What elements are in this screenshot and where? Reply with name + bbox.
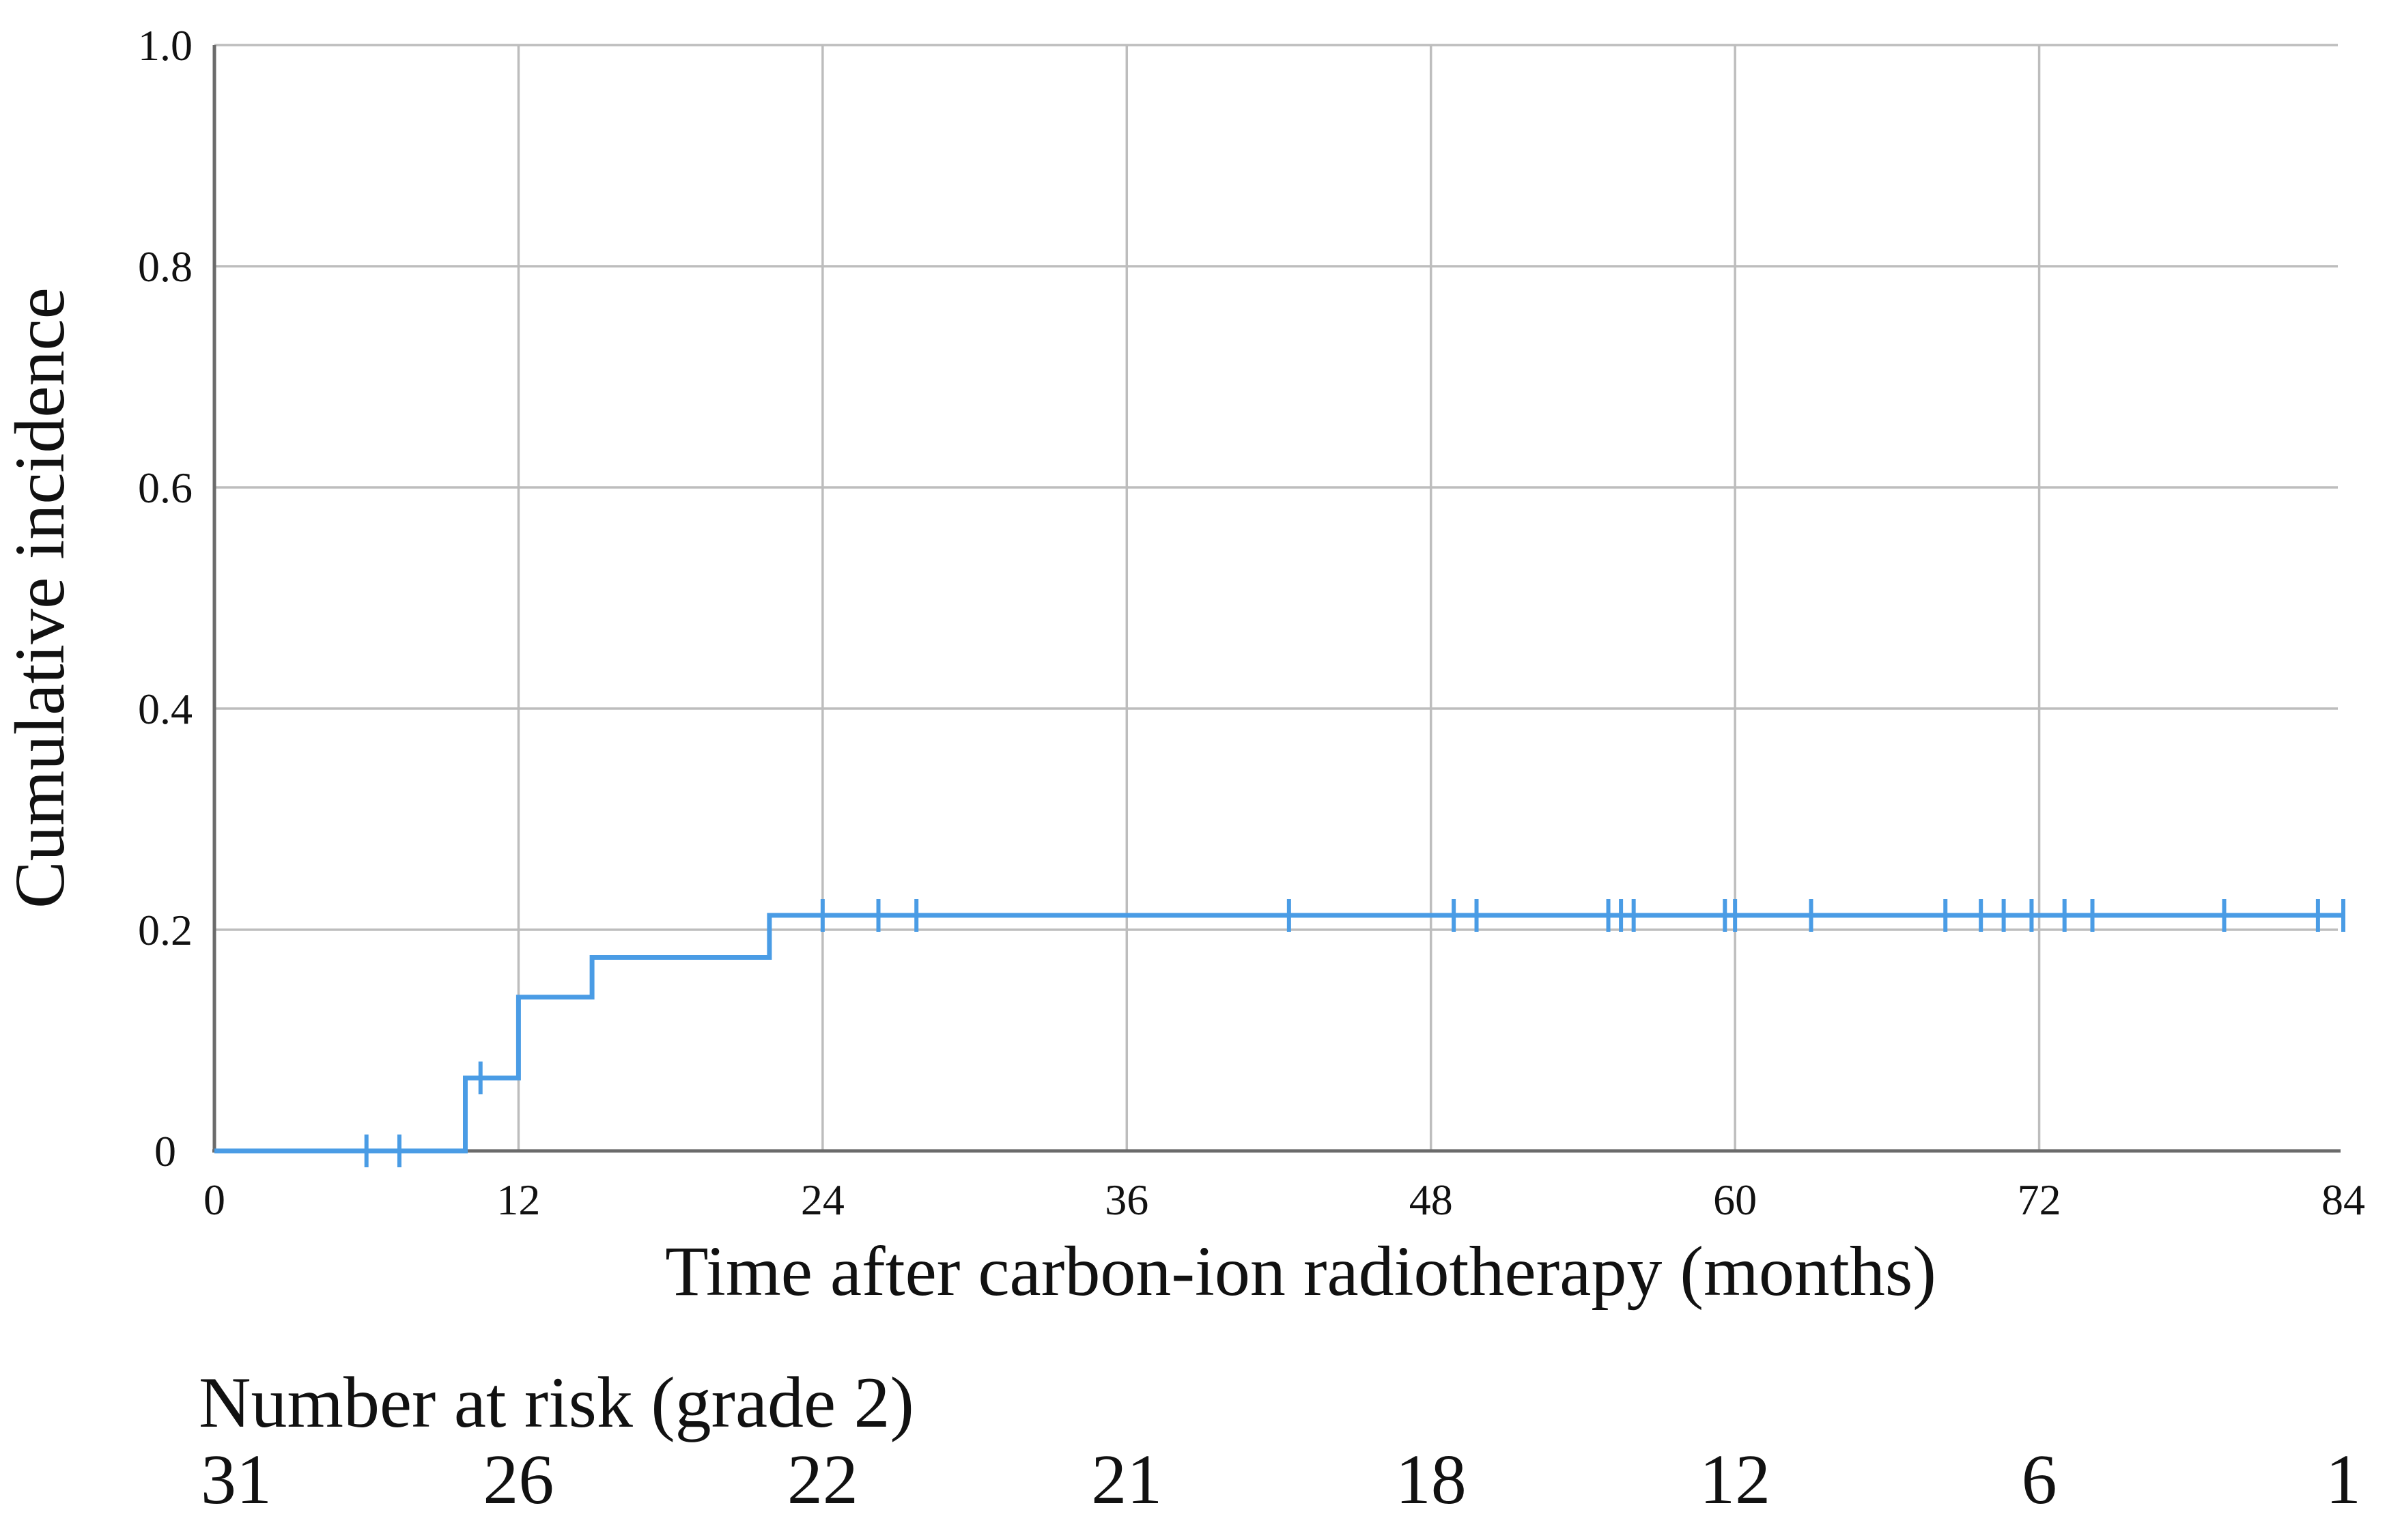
number-at-risk-layer: 31 26 22 21 18 12 6 1 — [201, 1440, 2361, 1519]
y-tick-label: 1.0 — [138, 21, 193, 70]
x-tick-label: 72 — [2018, 1175, 2061, 1224]
x-tick-label: 0 — [203, 1175, 225, 1224]
risk-count: 26 — [483, 1440, 554, 1519]
axis-layer — [212, 45, 2341, 1153]
y-axis-title: Cumulative incidence — [1, 287, 79, 909]
curve-layer — [214, 898, 2345, 1167]
risk-count: 31 — [201, 1440, 272, 1519]
y-tick-label: 0.4 — [138, 685, 193, 733]
incidence-step-curve — [214, 913, 2343, 1154]
tick-label-layer: 0 0.2 0.4 0.6 0.8 1.0 0 12 24 36 48 60 72 84 — [138, 21, 2365, 1224]
risk-count: 6 — [2022, 1440, 2057, 1519]
x-tick-label: 12 — [496, 1175, 540, 1224]
y-tick-label: 0.2 — [138, 906, 193, 954]
risk-count: 21 — [1091, 1440, 1162, 1519]
number-at-risk-header: Number at risk (grade 2) — [199, 1363, 914, 1442]
risk-count: 1 — [2326, 1440, 2361, 1519]
y-tick-label: 0 — [154, 1127, 176, 1175]
risk-count: 12 — [1699, 1440, 1770, 1519]
x-tick-label: 24 — [801, 1175, 845, 1224]
risk-count: 22 — [787, 1440, 858, 1519]
x-axis-title: Time after carbon-ion radiotherapy (mont… — [665, 1232, 1936, 1311]
y-tick-label: 0.6 — [138, 464, 193, 512]
x-tick-label: 36 — [1105, 1175, 1148, 1224]
x-tick-label: 84 — [2321, 1175, 2365, 1224]
risk-count: 18 — [1396, 1440, 1467, 1519]
grid-layer — [214, 44, 2338, 1151]
x-tick-label: 48 — [1409, 1175, 1453, 1224]
x-tick-label: 60 — [1713, 1175, 1757, 1224]
y-tick-label: 0.8 — [138, 242, 193, 291]
